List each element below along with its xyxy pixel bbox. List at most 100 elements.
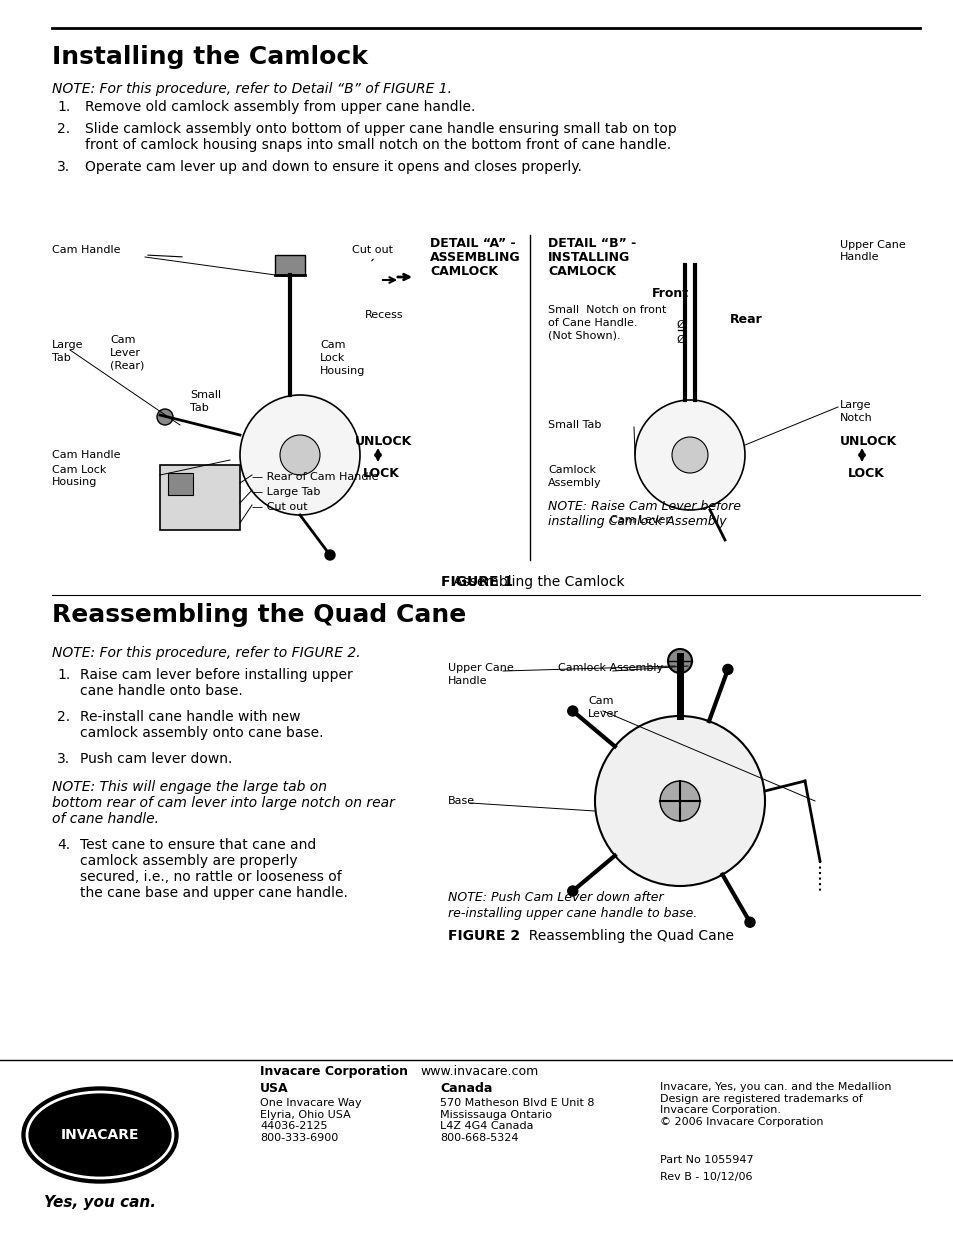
Circle shape [744,918,754,927]
Circle shape [635,400,744,510]
Text: 2.: 2. [57,122,71,136]
Text: NOTE: For this procedure, refer to FIGURE 2.: NOTE: For this procedure, refer to FIGUR… [52,646,360,659]
Text: — Large Tab: — Large Tab [252,487,320,496]
Text: Slide camlock assembly onto bottom of upper cane handle ensuring small tab on to: Slide camlock assembly onto bottom of up… [85,122,676,136]
Text: 3.: 3. [57,161,71,174]
Text: Push cam lever down.: Push cam lever down. [80,752,233,766]
Text: Cam Handle: Cam Handle [52,450,120,459]
Text: Part No 1055947: Part No 1055947 [659,1155,753,1165]
FancyBboxPatch shape [274,254,305,275]
Ellipse shape [22,1087,178,1183]
Text: Raise cam lever before installing upper: Raise cam lever before installing upper [80,668,353,682]
Text: of cane handle.: of cane handle. [52,811,159,826]
Text: USA: USA [260,1082,289,1095]
Circle shape [595,716,764,885]
Text: CAMLOCK: CAMLOCK [547,266,616,278]
Text: Small Tab: Small Tab [547,420,600,430]
Text: Yes, you can.: Yes, you can. [44,1195,156,1210]
Text: Cam Lever: Cam Lever [609,515,669,525]
FancyBboxPatch shape [168,473,193,495]
Text: Housing: Housing [52,477,97,487]
Text: camlock assembly onto cane base.: camlock assembly onto cane base. [80,726,323,740]
Text: Camlock: Camlock [547,466,596,475]
Text: front of camlock housing snaps into small notch on the bottom front of cane hand: front of camlock housing snaps into smal… [85,138,670,152]
Text: 570 Matheson Blvd E Unit 8
Mississauga Ontario
L4Z 4G4 Canada
800-668-5324: 570 Matheson Blvd E Unit 8 Mississauga O… [439,1098,594,1142]
Text: NOTE: Push Cam Lever down after: NOTE: Push Cam Lever down after [448,890,663,904]
Text: 1.: 1. [57,668,71,682]
Text: Invacare Corporation: Invacare Corporation [260,1065,408,1078]
Text: Assembling the Camlock: Assembling the Camlock [439,576,623,589]
Text: Camlock Assembly: Camlock Assembly [558,663,662,673]
Text: Lever: Lever [587,709,618,719]
Text: NOTE: Raise Cam Lever before: NOTE: Raise Cam Lever before [547,500,740,513]
Text: — Cut out: — Cut out [252,501,307,513]
Text: Ø: Ø [676,335,684,345]
Circle shape [659,781,700,821]
Circle shape [157,409,172,425]
Circle shape [280,435,319,475]
Text: Upper Cane: Upper Cane [840,240,904,249]
Text: Front: Front [651,287,688,300]
Text: Cam: Cam [319,340,345,350]
Text: Recess: Recess [365,310,403,320]
Text: ASSEMBLING: ASSEMBLING [430,251,520,264]
Circle shape [325,550,335,559]
Text: Tab: Tab [52,353,71,363]
Text: installing Camlock Assembly: installing Camlock Assembly [547,515,726,529]
Text: 4.: 4. [57,839,71,852]
Text: Cam Lock: Cam Lock [52,466,107,475]
Text: Ø: Ø [676,320,684,330]
Text: bottom rear of cam lever into large notch on rear: bottom rear of cam lever into large notc… [52,797,395,810]
Text: 2.: 2. [57,710,71,724]
Circle shape [667,650,691,673]
Text: Installing the Camlock: Installing the Camlock [52,44,368,69]
Text: Small  Notch on front: Small Notch on front [547,305,666,315]
Circle shape [671,437,707,473]
Text: NOTE: This will engage the large tab on: NOTE: This will engage the large tab on [52,781,327,794]
Text: Tab: Tab [190,403,209,412]
Circle shape [567,706,578,716]
Text: Reassembling the Quad Cane: Reassembling the Quad Cane [519,929,733,944]
Text: INSTALLING: INSTALLING [547,251,630,264]
Text: the cane base and upper cane handle.: the cane base and upper cane handle. [80,885,348,900]
Text: camlock assembly are properly: camlock assembly are properly [80,853,297,868]
Text: (Not Shown).: (Not Shown). [547,331,620,341]
Text: Upper Cane: Upper Cane [448,663,514,673]
Text: — Rear of Cam Handle: — Rear of Cam Handle [252,472,378,482]
Text: CAMLOCK: CAMLOCK [430,266,497,278]
Text: FIGURE 1: FIGURE 1 [440,576,513,589]
Text: Handle: Handle [448,676,487,685]
Text: Lock: Lock [319,353,345,363]
Text: Large: Large [52,340,84,350]
Text: Invacare, Yes, you can. and the Medallion
Design are registered trademarks of
In: Invacare, Yes, you can. and the Medallio… [659,1082,890,1126]
Text: FIGURE 2: FIGURE 2 [448,929,519,944]
Text: (Rear): (Rear) [110,361,144,370]
Text: DETAIL “A” -: DETAIL “A” - [430,237,515,249]
Text: Re-install cane handle with new: Re-install cane handle with new [80,710,300,724]
Text: cane handle onto base.: cane handle onto base. [80,684,242,698]
Text: INVACARE: INVACARE [61,1128,139,1142]
Circle shape [722,664,732,674]
Text: Lever: Lever [110,348,141,358]
Text: 3.: 3. [57,752,71,766]
Text: Cut out: Cut out [352,245,393,254]
FancyBboxPatch shape [160,466,240,530]
Text: Large: Large [840,400,871,410]
Text: Housing: Housing [319,366,365,375]
Text: Canada: Canada [439,1082,492,1095]
Text: re-installing upper cane handle to base.: re-installing upper cane handle to base. [448,906,697,920]
Text: Rear: Rear [729,312,762,326]
Text: LOCK: LOCK [363,467,399,480]
Text: Cam: Cam [110,335,135,345]
Text: Assembly: Assembly [547,478,601,488]
Text: LOCK: LOCK [847,467,884,480]
Text: Operate cam lever up and down to ensure it opens and closes properly.: Operate cam lever up and down to ensure … [85,161,581,174]
Text: Cam: Cam [587,697,613,706]
Text: Remove old camlock assembly from upper cane handle.: Remove old camlock assembly from upper c… [85,100,475,114]
Text: Reassembling the Quad Cane: Reassembling the Quad Cane [52,603,466,627]
Circle shape [240,395,359,515]
Text: Base: Base [448,797,475,806]
Text: NOTE: For this procedure, refer to Detail “B” of FIGURE 1.: NOTE: For this procedure, refer to Detai… [52,82,452,96]
Text: Small: Small [190,390,221,400]
Text: One Invacare Way
Elyria, Ohio USA
44036-2125
800-333-6900: One Invacare Way Elyria, Ohio USA 44036-… [260,1098,361,1142]
